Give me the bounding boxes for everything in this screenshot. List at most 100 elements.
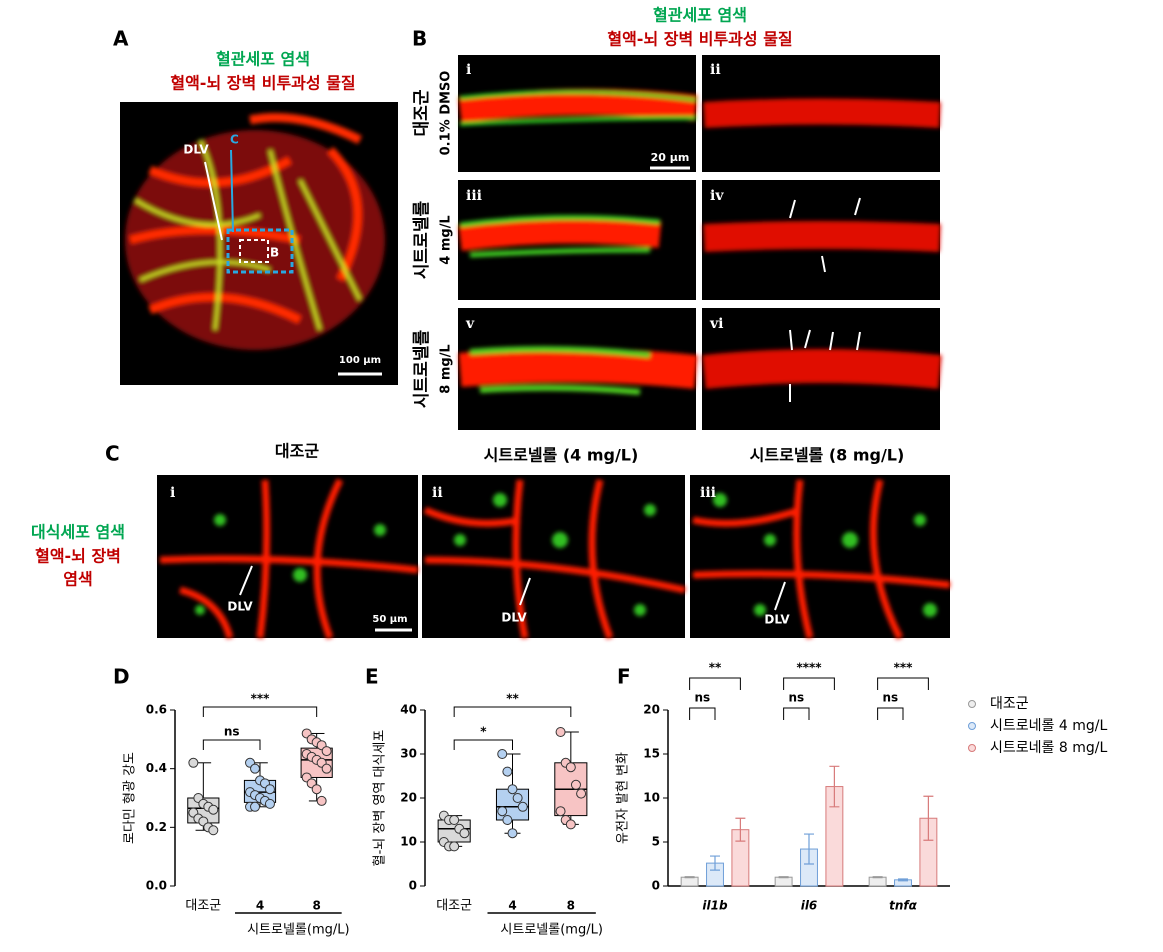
y-tick-label: 20 [643, 703, 660, 717]
subpanel-label: vi [709, 316, 723, 332]
y-tick-label: 10 [400, 835, 417, 849]
subpanel-label: iii [700, 485, 716, 501]
y-axis-label: 로다민 형광 강도 [123, 752, 138, 844]
title-green: 혈관세포 염색 [653, 6, 747, 25]
significance-label: ns [224, 725, 240, 739]
data-point [565, 762, 576, 773]
label-dlv: DLV [764, 613, 790, 627]
panel-letter: E [365, 665, 379, 689]
data-point [502, 815, 513, 825]
data-point [555, 806, 566, 817]
data-point [497, 806, 508, 817]
subpanel-label: v [465, 316, 475, 332]
data-point [208, 825, 219, 836]
error-bar [735, 817, 746, 842]
significance-label: ns [882, 691, 898, 705]
panel-letter: D [113, 665, 130, 689]
scale-label: 100 μm [339, 355, 381, 366]
x-tick-label: tnfα [889, 899, 918, 913]
x-tick-label: 8 [567, 899, 575, 913]
legend-marker [968, 722, 976, 730]
column-title: 시트로넬롤 (8 mg/L) [750, 446, 905, 465]
side-label-red: 혈액-뇌 장벽 [35, 547, 121, 566]
panel-letter: B [412, 27, 427, 51]
significance-bracket [689, 707, 716, 720]
title-red: 혈액-뇌 장벽 비투과성 물질 [607, 30, 792, 49]
y-tick-label: 0 [409, 879, 417, 893]
subpanel-label: iv [710, 188, 724, 204]
data-point [321, 763, 332, 774]
data-point [502, 766, 513, 777]
data-point [321, 746, 332, 757]
x-tick-label: 4 [508, 899, 516, 913]
data-point [497, 749, 508, 759]
side-label-green: 대식세포 염색 [31, 523, 125, 542]
legend-label: 시트로네롤 8 mg/L [990, 740, 1107, 756]
y-tick-label: 0.0 [146, 879, 167, 893]
data-point [517, 801, 528, 812]
data-point [208, 804, 219, 815]
row-sublabel: 0.1% DMSO [439, 71, 454, 156]
data-point [264, 784, 275, 795]
data-point [507, 784, 518, 795]
panel-letter: F [617, 665, 631, 689]
bar [774, 876, 793, 887]
legend-marker [968, 744, 976, 752]
significance-bracket [783, 707, 810, 720]
error-bar [710, 855, 720, 871]
panel-letter: C [105, 442, 120, 466]
scale-label: 50 μm [372, 614, 407, 625]
data-point [555, 727, 566, 737]
group-label: 시트로넬롤(mg/L) [247, 923, 349, 938]
x-tick-label: 대조군 [185, 899, 221, 914]
significance-label: ns [788, 691, 804, 705]
image-c [157, 475, 951, 640]
data-point [449, 841, 460, 852]
significance-bracket [202, 706, 318, 717]
title-red: 혈액-뇌 장벽 비투과성 물질 [170, 74, 355, 93]
bar [680, 876, 699, 887]
legend-label: 대조군 [990, 696, 1029, 712]
image-a [120, 102, 398, 385]
image-b [458, 55, 942, 430]
panel-letter: A [113, 27, 129, 51]
significance-bracket [202, 739, 261, 750]
significance-label: ns [694, 691, 710, 705]
error-bar [778, 876, 789, 879]
legend-marker [968, 700, 976, 708]
label-c: C [230, 133, 239, 147]
error-bar [804, 833, 814, 865]
significance-label: ** [506, 692, 519, 706]
significance-bracket [877, 707, 904, 720]
subpanel-label: i [170, 485, 175, 501]
data-point [459, 828, 470, 839]
legend-label: 시트로네롤 4 mg/L [990, 718, 1107, 734]
x-tick-label: 4 [256, 899, 264, 913]
y-axis-label: 혈-뇌 장벽 영역 대식세포 [373, 730, 388, 867]
subpanel-label: ii [710, 62, 721, 78]
row-sublabel: 8 mg/L [439, 344, 454, 393]
error-bar [684, 876, 695, 879]
y-tick-label: 5 [652, 835, 660, 849]
y-axis-label: 유전자 발현 변화 [616, 752, 631, 844]
y-tick-label: 0 [652, 879, 660, 893]
x-tick-label: il6 [801, 899, 818, 913]
y-tick-label: 30 [400, 747, 417, 761]
significance-bracket [453, 739, 513, 750]
x-tick-label: 8 [312, 899, 320, 913]
data-point [316, 795, 327, 806]
error-bar [898, 878, 908, 882]
error-bar [829, 765, 840, 808]
data-point [250, 763, 261, 774]
y-tick-label: 15 [643, 747, 660, 761]
subpanel-label: iii [466, 188, 482, 204]
x-tick-label: 대조군 [436, 899, 472, 914]
data-point [507, 828, 518, 839]
column-title: 시트로넬롤 (4 mg/L) [484, 446, 639, 465]
data-point [576, 788, 587, 799]
significance-label: ** [709, 661, 722, 675]
significance-label: **** [796, 661, 822, 675]
bar [868, 876, 887, 887]
x-tick-label: il1b [702, 899, 728, 913]
significance-bracket [877, 677, 929, 690]
